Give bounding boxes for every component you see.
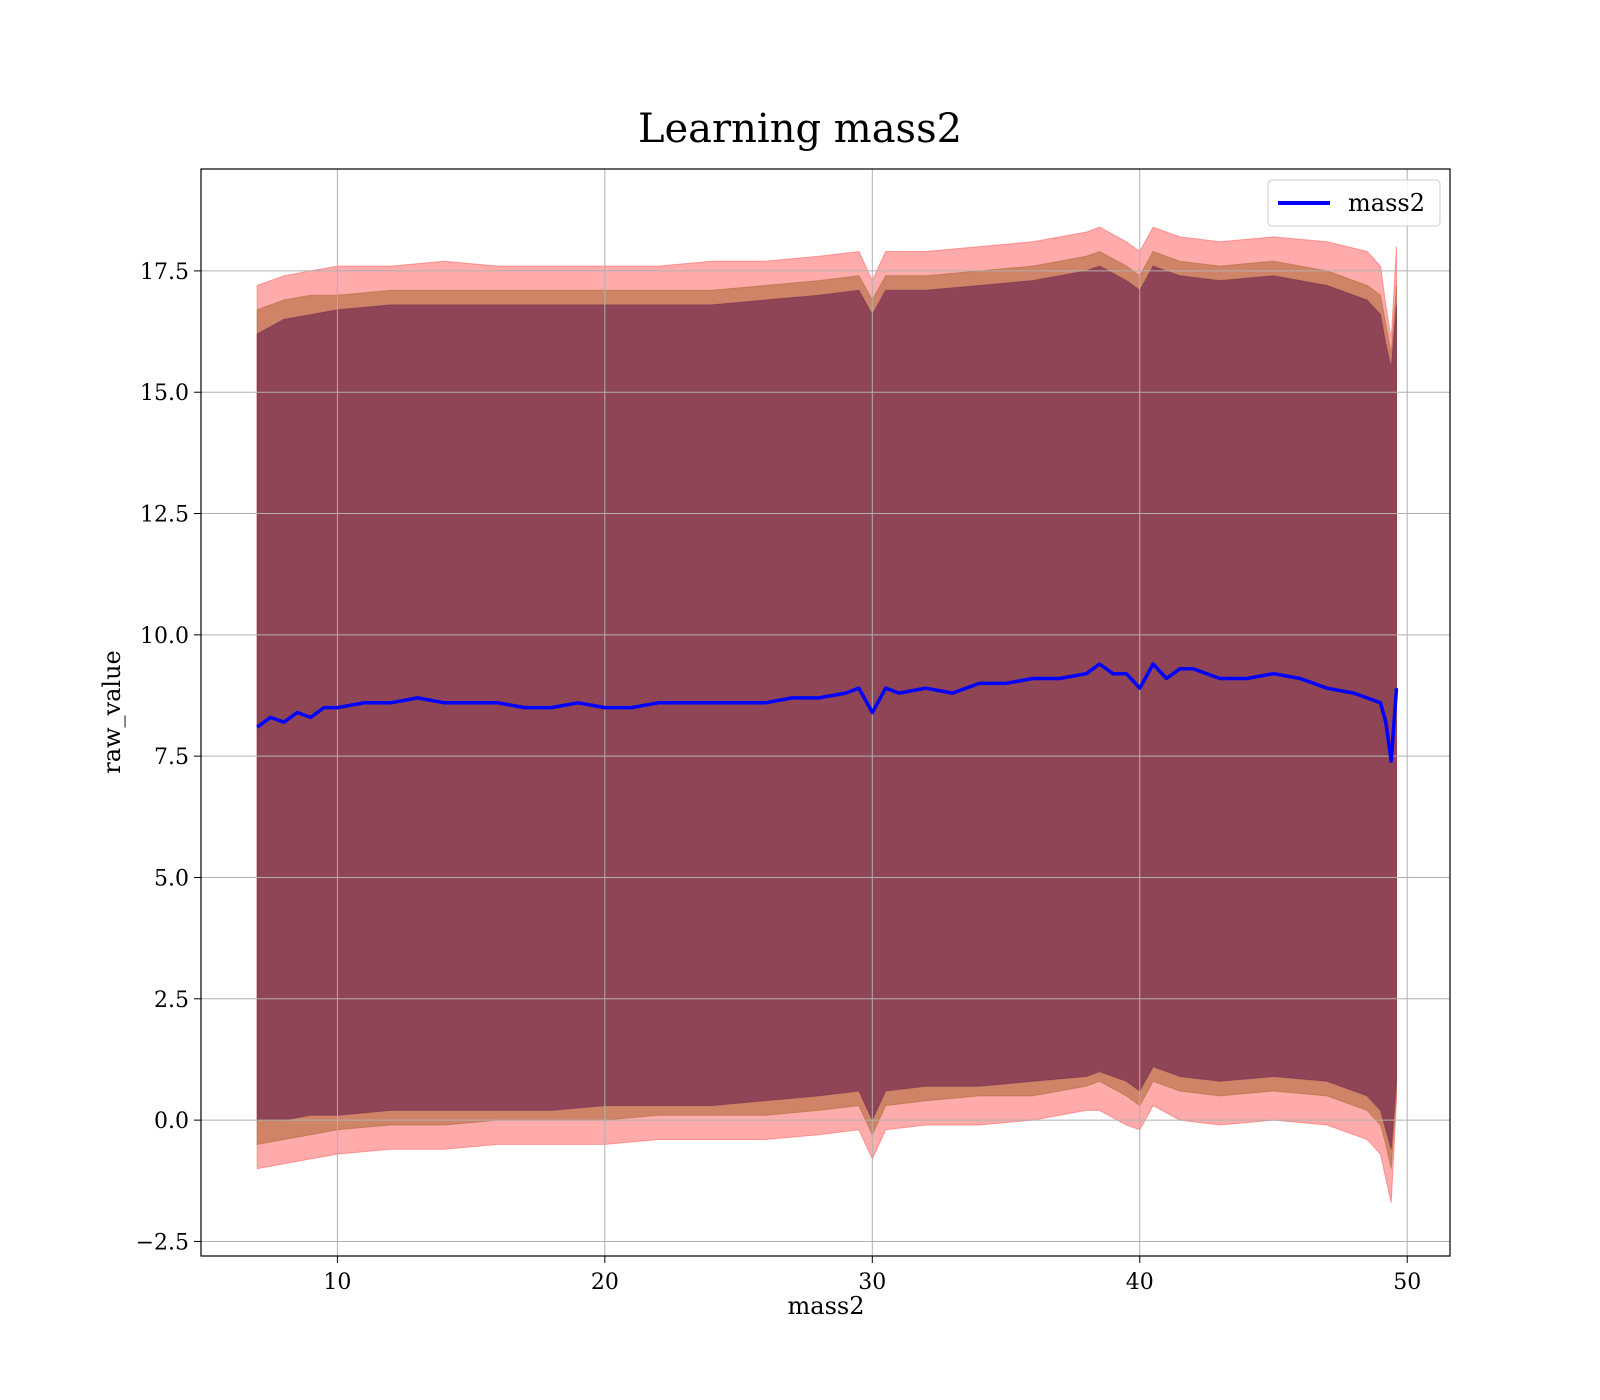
x-axis-label: mass2 [788, 1292, 865, 1320]
y-tick-label: 15.0 [140, 381, 189, 406]
x-tick-label: 20 [591, 1270, 619, 1295]
legend-label: mass2 [1348, 189, 1425, 217]
y-tick-label: 2.5 [154, 988, 189, 1013]
legend: mass2 [1267, 179, 1441, 227]
y-tick-label: 0.0 [154, 1109, 189, 1134]
bands-layer [256, 226, 1397, 1203]
chart-title: Learning mass2 [638, 106, 962, 152]
ticks-layer: 10 20 30 40 50 −2.5 0.0 2.5 5.0 7.5 10.0 12.5 15.0 17… [136, 260, 1422, 1295]
legend-box [1267, 179, 1441, 227]
y-tick-label: 10.0 [140, 624, 189, 649]
series-line-mass2 [256, 662, 1399, 763]
x-tick-label: 10 [323, 1270, 351, 1295]
x-tick-label: 30 [858, 1270, 886, 1295]
y-tick-label: 5.0 [154, 866, 189, 891]
y-tick-label: 7.5 [154, 745, 189, 770]
line-layer [256, 662, 1399, 763]
inner-band-area [256, 265, 1397, 1150]
grid-layer [201, 169, 1450, 1256]
y-axis-label: raw_value [98, 650, 126, 774]
y-tick-label: −2.5 [136, 1230, 189, 1255]
plot-frame [200, 168, 1451, 1257]
y-tick-label: 17.5 [140, 260, 189, 285]
x-tick-label: 50 [1393, 1270, 1421, 1295]
x-tick-label: 40 [1126, 1270, 1154, 1295]
y-tick-label: 12.5 [140, 503, 189, 528]
